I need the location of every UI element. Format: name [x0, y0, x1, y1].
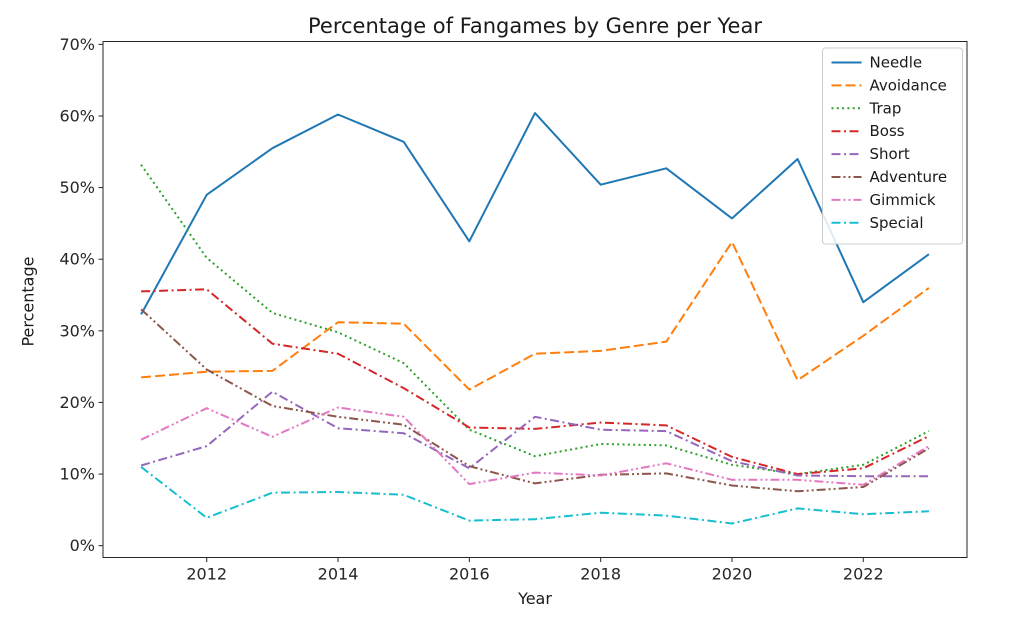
legend-label: Short [870, 145, 910, 163]
legend-item-avoidance: Avoidance [831, 76, 947, 94]
series-line-needle [140, 112, 930, 315]
series-line-trap [140, 164, 930, 476]
y-tick-label: 70% [59, 35, 95, 54]
legend-label: Adventure [870, 168, 948, 186]
x-tick-label: 2016 [449, 565, 490, 584]
x-tick-label: 2018 [580, 565, 621, 584]
y-tick-label: 60% [59, 106, 95, 125]
x-tick-label: 2020 [712, 565, 753, 584]
y-tick-label: 40% [59, 250, 95, 269]
legend-item-short: Short [831, 145, 910, 163]
x-axis-label: Year [518, 589, 552, 608]
legend-label: Avoidance [870, 76, 947, 94]
y-tick-label: 50% [59, 178, 95, 197]
series-line-special [140, 466, 929, 525]
legend-item-needle: Needle [831, 54, 923, 72]
legend-box [822, 47, 963, 245]
legend-label: Gimmick [870, 191, 936, 209]
y-tick-label: 10% [59, 465, 95, 484]
series-line-gimmick [140, 406, 930, 486]
legend-label: Needle [870, 54, 923, 72]
x-tick-label: 2022 [843, 565, 884, 584]
legend-item-trap: Trap [831, 99, 902, 117]
chart-title: Percentage of Fangames by Genre per Year [308, 14, 762, 38]
y-tick-label: 30% [59, 321, 95, 340]
legend-label: Boss [870, 122, 905, 140]
legend-label: Special [870, 214, 924, 232]
legend: Needle Avoidance Trap Boss Short Adventure Gim… [822, 47, 963, 245]
legend-label: Trap [869, 99, 902, 117]
legend-item-gimmick: Gimmick [831, 191, 936, 209]
series-line-adventure [140, 308, 930, 493]
y-tick-label: 20% [59, 393, 95, 412]
y-tick-label: 0% [70, 536, 95, 555]
series-line-avoidance [141, 241, 930, 391]
legend-item-boss: Boss [831, 122, 905, 140]
x-tick-label: 2012 [186, 565, 227, 584]
legend-item-special: Special [831, 214, 924, 232]
series-line-short [140, 390, 929, 478]
x-tick-label: 2014 [318, 565, 359, 584]
plot-frame [102, 41, 968, 558]
legend-item-adventure: Adventure [831, 168, 948, 186]
series-line-boss [141, 288, 930, 476]
